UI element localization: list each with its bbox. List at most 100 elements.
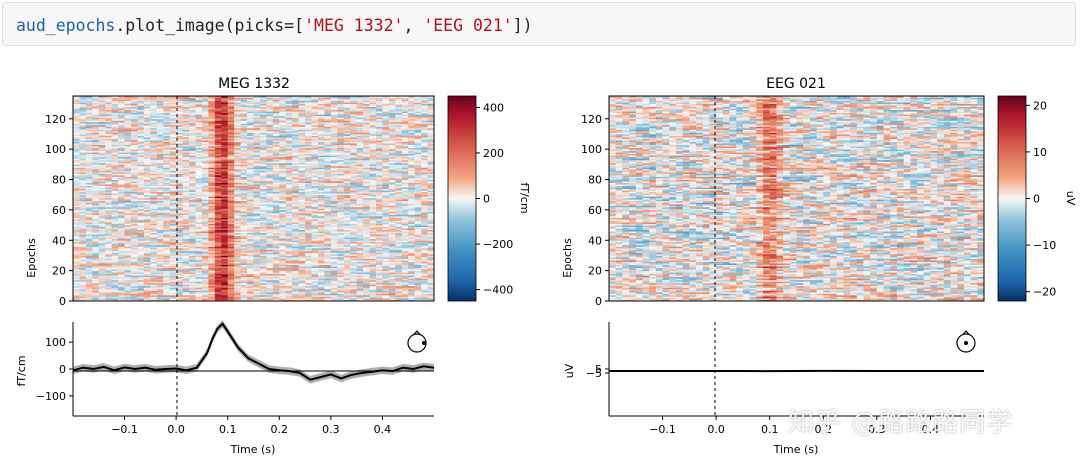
heatmap-cell <box>363 249 370 252</box>
heatmap-cell <box>227 212 235 215</box>
heatmap-cell <box>414 281 422 284</box>
heatmap-cell <box>150 260 158 262</box>
heatmap-cell <box>214 212 222 215</box>
heatmap-cell <box>143 217 151 220</box>
heatmap-cell <box>201 284 209 287</box>
heatmap-cell <box>208 255 216 258</box>
heatmap-cell <box>266 261 274 264</box>
heatmap-cell <box>305 275 312 278</box>
heatmap-cell <box>124 235 132 238</box>
heatmap-cell <box>240 226 248 229</box>
heatmap-cell <box>259 235 267 238</box>
heatmap-cell <box>163 296 171 299</box>
heatmap-cell <box>85 282 93 285</box>
heatmap-cell <box>272 278 280 281</box>
heatmap-cell <box>98 296 106 299</box>
heatmap-cell <box>79 249 87 252</box>
heatmap-cell <box>414 296 422 299</box>
heatmap-cell <box>111 214 119 217</box>
heatmap-cell <box>85 279 93 282</box>
code-cell[interactable]: aud_epochs.plot_image(picks=['MEG 1332',… <box>2 2 1076 46</box>
heatmap-cell <box>253 217 261 220</box>
heatmap-cell <box>317 222 325 224</box>
heatmap-cell <box>195 267 203 270</box>
heatmap-cell <box>401 250 409 253</box>
heatmap-cell <box>421 287 428 290</box>
heatmap-cell <box>292 246 300 249</box>
heatmap-cell <box>324 223 332 226</box>
heatmap-cell <box>285 278 293 281</box>
heatmap-cell <box>324 208 332 211</box>
heatmap-cell <box>131 275 138 278</box>
heatmap-cell <box>356 294 364 297</box>
heatmap-cell <box>208 291 216 294</box>
heatmap-cell <box>317 238 325 241</box>
heatmap-cell <box>201 273 209 276</box>
heatmap-cell <box>363 279 370 282</box>
heatmap-cell <box>131 215 138 218</box>
heatmap-cell <box>176 211 183 214</box>
heatmap-cell <box>285 237 293 240</box>
heatmap-cell <box>92 223 100 226</box>
heatmap-cell <box>201 219 209 221</box>
heatmap-cell <box>285 291 293 294</box>
heatmap-cell <box>137 296 145 299</box>
heatmap-cell <box>266 228 274 231</box>
heatmap-cell <box>298 285 306 288</box>
heatmap-cell <box>156 297 164 300</box>
heatmap-cell <box>98 223 106 226</box>
heatmap-cell <box>105 219 113 221</box>
heatmap-cell <box>111 260 119 262</box>
heatmap-cell <box>356 275 364 278</box>
heatmap-cell <box>214 225 222 227</box>
heatmap-cell <box>253 258 261 261</box>
heatmap-cell <box>382 264 390 267</box>
heatmap-cell <box>382 288 390 291</box>
heatmap-cell <box>131 237 138 240</box>
heatmap-cell <box>337 291 345 294</box>
heatmap-cell <box>195 275 203 278</box>
heatmap-cell <box>388 291 396 294</box>
heatmap-cell <box>124 244 132 247</box>
heatmap-cell <box>169 249 177 252</box>
heatmap-cell <box>137 256 145 259</box>
heatmap-cell <box>118 219 125 221</box>
heatmap-cell <box>201 231 209 234</box>
heatmap-cell <box>330 255 338 258</box>
heatmap-cell <box>414 214 422 217</box>
heatmap-cell <box>272 246 280 249</box>
heatmap-cell <box>131 260 138 262</box>
heatmap-cell <box>156 278 164 281</box>
heatmap-cell <box>259 284 267 287</box>
heatmap-cell <box>85 287 93 290</box>
heatmap-cell <box>324 285 332 288</box>
heatmap-cell <box>73 291 80 294</box>
heatmap-cell <box>427 235 435 238</box>
heatmap-cell <box>221 263 229 265</box>
heatmap-cell <box>85 234 93 237</box>
heatmap-cell <box>137 249 145 252</box>
heatmap-cell <box>272 273 280 276</box>
heatmap-cell <box>150 276 158 279</box>
heatmap-cell <box>137 252 145 255</box>
heatmap-cell <box>79 241 87 244</box>
heatmap-cell <box>98 250 106 253</box>
heatmap-cell <box>253 263 261 265</box>
heatmap-cell <box>305 211 312 214</box>
heatmap-cell <box>85 232 93 235</box>
heatmap-cell <box>421 219 428 221</box>
heatmap-cell <box>124 222 132 224</box>
heatmap-cell <box>221 217 229 220</box>
heatmap-cell <box>73 269 80 272</box>
heatmap-cell <box>111 209 119 212</box>
heatmap-cell <box>247 294 254 297</box>
heatmap-cell <box>414 229 422 232</box>
heatmap-cell <box>163 294 171 297</box>
heatmap-cell <box>305 258 312 261</box>
heatmap-cell <box>272 263 280 265</box>
heatmap-cell <box>85 297 93 300</box>
heatmap-cell <box>259 237 267 240</box>
heatmap-cell <box>214 217 222 220</box>
heatmap-cell <box>324 234 332 237</box>
heatmap-cell <box>350 244 358 247</box>
